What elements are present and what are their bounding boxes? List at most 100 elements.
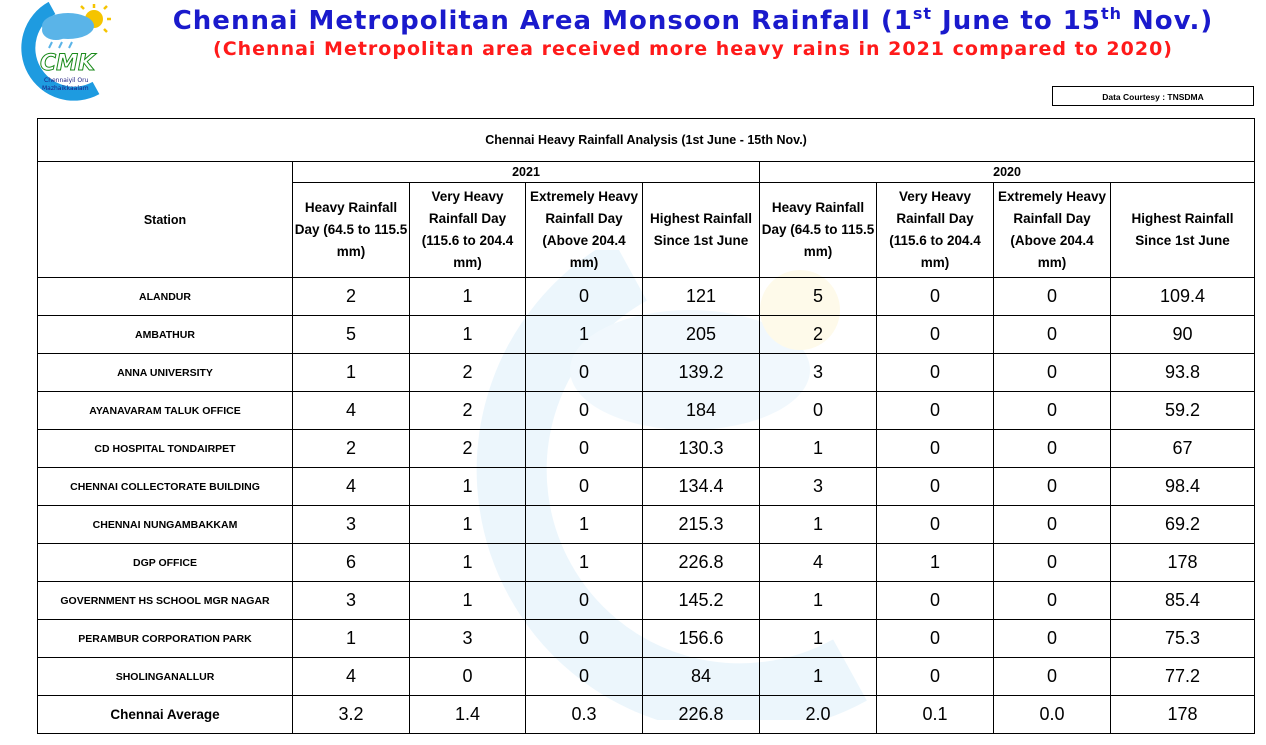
rainfall-cell: 1 [759, 657, 877, 696]
rainfall-cell: 1 [292, 353, 410, 392]
col-heavy-2021: Heavy Rainfall Day (64.5 to 115.5 mm) [292, 182, 410, 278]
rainfall-cell: 1 [759, 505, 877, 544]
rainfall-cell: 0 [525, 277, 643, 316]
rainfall-cell: 90 [1109, 315, 1256, 354]
rainfall-cell: 1 [292, 619, 410, 658]
rainfall-cell: 0 [993, 657, 1111, 696]
rainfall-cell: 1 [525, 315, 643, 354]
rainfall-cell: 130.3 [642, 429, 760, 468]
col-heavy-2020: Heavy Rainfall Day (64.5 to 115.5 mm) [759, 182, 877, 278]
table-row: AMBATHUR 5 1 1 205 2 0 0 90 [37, 315, 1256, 354]
year-2021-header: 2021 [292, 161, 760, 183]
table-caption: Chennai Heavy Rainfall Analysis (1st Jun… [36, 118, 1256, 162]
station-name: SHOLINGANALLUR [37, 657, 293, 696]
logo-tagline-1: Chennaiyil Oru [44, 77, 89, 84]
average-cell: 2.0 [759, 695, 877, 734]
rainfall-cell: 0 [876, 429, 994, 468]
station-name: DGP OFFICE [37, 543, 293, 582]
rainfall-cell: 2 [409, 429, 526, 468]
rainfall-cell: 0 [876, 353, 994, 392]
rainfall-cell: 1 [409, 467, 526, 506]
page-subtitle: (Chennai Metropolitan area received more… [213, 38, 1173, 60]
table-row: CD HOSPITAL TONDAIRPET 2 2 0 130.3 1 0 0 67 [37, 429, 1256, 468]
average-cell: 226.8 [642, 695, 760, 734]
rainfall-cell: 1 [409, 543, 526, 582]
rainfall-cell: 0 [525, 391, 643, 430]
rainfall-cell: 2 [409, 353, 526, 392]
rainfall-cell: 178 [1109, 543, 1256, 582]
average-row: Chennai Average 3.2 1.4 0.3 226.8 2.0 0.… [37, 695, 1256, 734]
rainfall-cell: 0 [876, 315, 994, 354]
rainfall-cell: 0 [525, 619, 643, 658]
rainfall-cell: 145.2 [642, 581, 760, 620]
rainfall-cell: 0 [993, 429, 1111, 468]
station-header: Station [37, 161, 293, 278]
rainfall-cell: 1 [759, 581, 877, 620]
rainfall-cell: 0 [876, 391, 994, 430]
rainfall-cell: 5 [759, 277, 877, 316]
rainfall-cell: 85.4 [1109, 581, 1256, 620]
table-row: ALANDUR 2 1 0 121 5 0 0 109.4 [37, 277, 1256, 316]
rainfall-cell: 0 [993, 353, 1111, 392]
rainfall-cell: 3 [409, 619, 526, 658]
rainfall-cell: 93.8 [1109, 353, 1256, 392]
rainfall-cell: 4 [292, 467, 410, 506]
rainfall-cell: 205 [642, 315, 760, 354]
rainfall-cell: 0 [993, 315, 1111, 354]
station-name: CHENNAI NUNGAMBAKKAM [37, 505, 293, 544]
rainfall-cell: 2 [759, 315, 877, 354]
rainfall-cell: 0 [876, 619, 994, 658]
rainfall-cell: 6 [292, 543, 410, 582]
rainfall-cell: 134.4 [642, 467, 760, 506]
rainfall-cell: 4 [292, 657, 410, 696]
rainfall-cell: 0 [993, 619, 1111, 658]
station-name: GOVERNMENT HS SCHOOL MGR NAGAR [37, 581, 293, 620]
rainfall-cell: 4 [759, 543, 877, 582]
average-cell: 178 [1109, 695, 1256, 734]
rainfall-cell: 0 [993, 581, 1111, 620]
col-very-heavy-2021: Very Heavy Rainfall Day (115.6 to 204.4 mm) [409, 182, 526, 278]
rainfall-cell: 59.2 [1109, 391, 1256, 430]
rainfall-cell: 1 [876, 543, 994, 582]
rainfall-cell: 1 [409, 581, 526, 620]
rainfall-cell: 0 [876, 505, 994, 544]
rainfall-cell: 2 [409, 391, 526, 430]
rainfall-cell: 1 [759, 619, 877, 658]
rainfall-cell: 0 [409, 657, 526, 696]
table-row: PERAMBUR CORPORATION PARK 1 3 0 156.6 1 0 0 75.3 [37, 619, 1256, 658]
rainfall-cell: 98.4 [1109, 467, 1256, 506]
rainfall-cell: 0 [876, 657, 994, 696]
rainfall-cell: 184 [642, 391, 760, 430]
table-row: ANNA UNIVERSITY 1 2 0 139.2 3 0 0 93.8 [37, 353, 1256, 392]
rainfall-cell: 77.2 [1109, 657, 1256, 696]
rainfall-cell: 2 [292, 277, 410, 316]
rainfall-cell: 4 [292, 391, 410, 430]
rainfall-cell: 0 [993, 505, 1111, 544]
rainfall-cell: 0 [876, 581, 994, 620]
year-2020-header: 2020 [758, 161, 1256, 183]
table-row: CHENNAI NUNGAMBAKKAM 3 1 1 215.3 1 0 0 69.2 [37, 505, 1256, 544]
rainfall-cell: 0 [525, 581, 643, 620]
station-name: CHENNAI COLLECTORATE BUILDING [37, 467, 293, 506]
rainfall-cell: 0 [993, 543, 1111, 582]
station-name: AYANAVARAM TALUK OFFICE [37, 391, 293, 430]
rainfall-cell: 75.3 [1109, 619, 1256, 658]
rainfall-cell: 156.6 [642, 619, 760, 658]
table-row: DGP OFFICE 6 1 1 226.8 4 1 0 178 [37, 543, 1256, 582]
rainfall-cell: 1 [409, 277, 526, 316]
data-courtesy: Data Courtesy : TNSDMA [1052, 86, 1254, 106]
station-name: ALANDUR [37, 277, 293, 316]
rainfall-cell: 0 [525, 467, 643, 506]
col-highest-2020: Highest Rainfall Since 1st June [1109, 182, 1256, 278]
table-row: CHENNAI COLLECTORATE BUILDING 4 1 0 134.4 3 0 0… [37, 467, 1256, 506]
average-cell: 0.1 [876, 695, 994, 734]
col-extreme-2020: Extremely Heavy Rainfall Day (Above 204.4 … [993, 182, 1111, 278]
rainfall-cell: 84 [642, 657, 760, 696]
rainfall-cell: 0 [759, 391, 877, 430]
page-title: Chennai Metropolitan Area Monsoon Rainfa… [172, 4, 1214, 37]
rainfall-cell: 67 [1109, 429, 1256, 468]
crescent-ring [21, 1, 100, 101]
rainfall-cell: 215.3 [642, 505, 760, 544]
col-very-heavy-2020: Very Heavy Rainfall Day (115.6 to 204.4 mm) [876, 182, 994, 278]
rainfall-cell: 1 [409, 505, 526, 544]
